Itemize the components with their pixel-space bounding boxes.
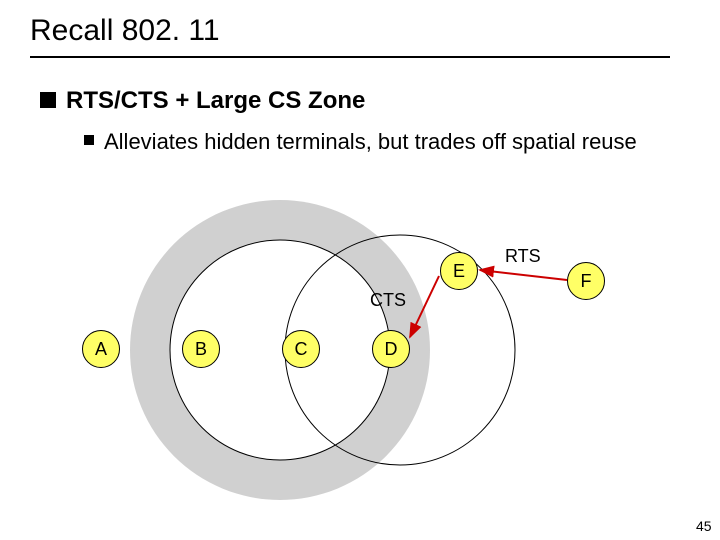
bullet-level2-text: Alleviates hidden terminals, but trades … [104, 128, 637, 156]
bullet-level1-text: RTS/CTS + Large CS Zone [66, 86, 365, 116]
node-b: B [182, 330, 220, 368]
title-underline [30, 56, 670, 58]
node-e-label: E [453, 261, 465, 282]
node-f: F [567, 262, 605, 300]
slide-title: Recall 802. 11 [30, 14, 220, 48]
node-f-label: F [581, 271, 592, 292]
node-a-label: A [95, 339, 107, 360]
node-d-label: D [385, 339, 398, 360]
node-d: D [372, 330, 410, 368]
bullet-level2: Alleviates hidden terminals, but trades … [84, 128, 684, 156]
node-e: E [440, 252, 478, 290]
rts-arrow [480, 270, 567, 280]
bullet-level1: RTS/CTS + Large CS Zone [40, 86, 365, 116]
page-number: 45 [696, 518, 712, 534]
node-c-label: C [295, 339, 308, 360]
rts-label: RTS [505, 246, 541, 267]
slide: Recall 802. 11 RTS/CTS + Large CS Zone A… [0, 0, 720, 540]
bullet-square-icon [40, 92, 56, 108]
diagram: A B C D E F CTS RTS [40, 200, 680, 500]
node-a: A [82, 330, 120, 368]
node-b-label: B [195, 339, 207, 360]
diagram-svg [40, 200, 680, 500]
bullet-small-icon [84, 135, 94, 145]
node-c: C [282, 330, 320, 368]
cts-label: CTS [370, 290, 406, 311]
